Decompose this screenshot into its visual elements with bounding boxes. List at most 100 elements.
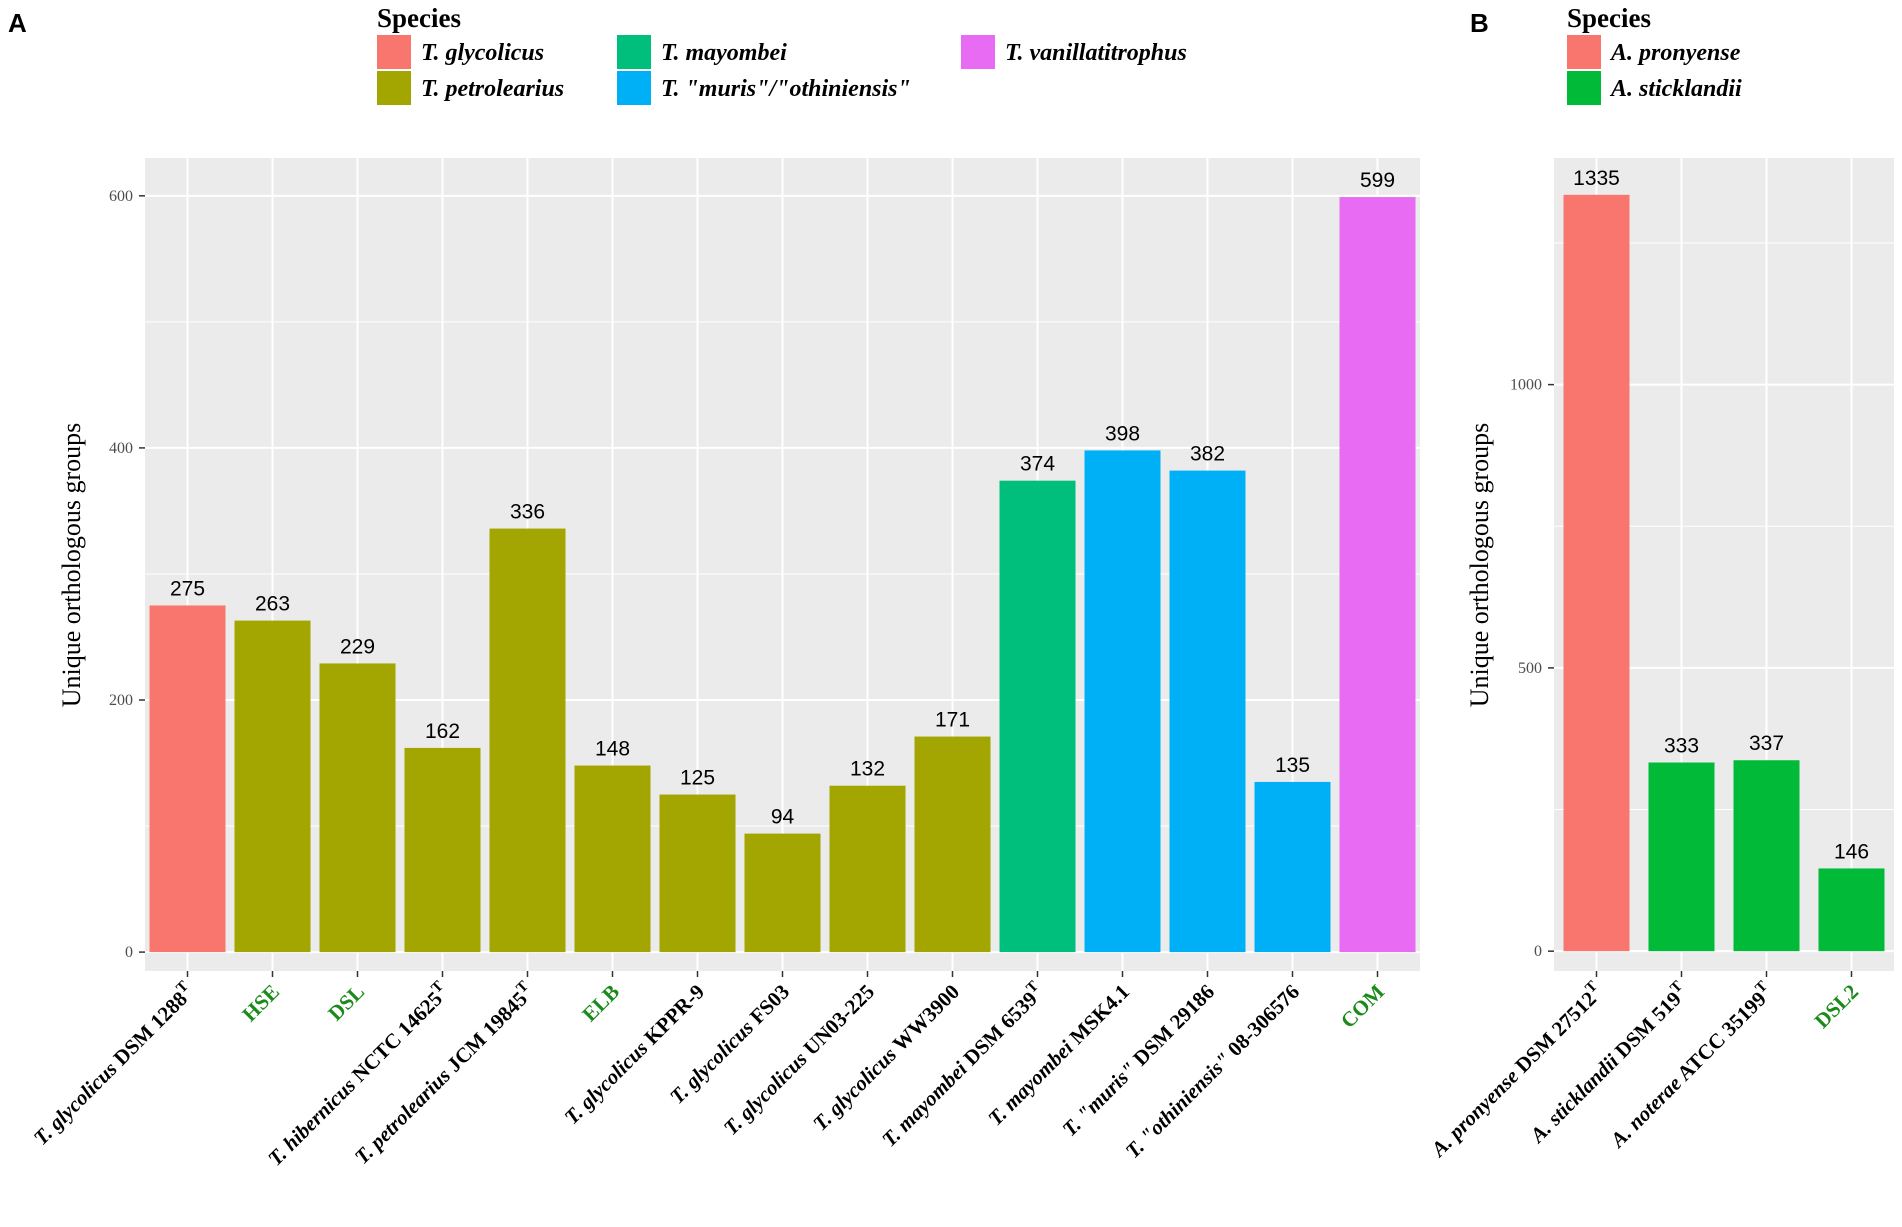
bar-value-label: 162: [425, 720, 460, 743]
legend-title-b: Species: [1567, 3, 1651, 33]
bar-value-label: 333: [1664, 735, 1699, 758]
bar-value-label: 146: [1834, 840, 1869, 863]
bar-value-label: 94: [771, 806, 795, 829]
x-axis-a: T. glycolicus DSM 1288T HSE DSL T. hibernic…: [27, 971, 1389, 1171]
bar: [1733, 760, 1800, 952]
panel-b: B Species A. pronyense A. sticklandii 133…: [1425, 3, 1894, 1163]
x-tick-label-part: T. mayombei: [877, 1057, 972, 1152]
x-tick-label-part: T. glycolicus: [719, 1047, 812, 1140]
legend-swatch: [617, 71, 651, 105]
bar: [744, 833, 821, 953]
bar: [659, 794, 736, 953]
x-tick-label: HSE: [237, 980, 284, 1027]
y-tick-label: 0: [1534, 943, 1542, 960]
bar-value-label: 263: [255, 593, 290, 616]
bar-value-label: 229: [340, 635, 375, 658]
legend-label: T. mayombei: [661, 40, 787, 66]
x-tick-label-part: A. noterae: [1604, 1071, 1686, 1153]
y-tick-label: 1000: [1510, 377, 1542, 394]
bar-value-label: 374: [1020, 453, 1055, 476]
x-tick-label-part: T. glycolicus: [29, 1057, 122, 1150]
bar-value-label: 148: [595, 738, 630, 761]
bar: [234, 620, 311, 953]
y-axis-label-a: Unique orthologous groups: [57, 423, 86, 708]
x-tick-label-part: MSK4.1: [1061, 980, 1134, 1053]
x-tick-label-part: KPPR-9: [636, 980, 709, 1053]
legend-label: T. petrolearius: [421, 76, 564, 102]
panel-tag-a: A: [8, 8, 27, 38]
x-tick-label-part: DSM 27512: [1506, 987, 1601, 1082]
x-tick-label-part: WW3900: [884, 980, 964, 1060]
x-tick-label: T. glycolicus WW3900: [808, 980, 964, 1136]
y-tick-label: 500: [1518, 660, 1542, 677]
x-tick-label-part: DSM 6539: [955, 987, 1042, 1074]
bar-value-label: 171: [935, 709, 970, 732]
x-tick-label: T. glycolicus KPPR-9: [559, 980, 709, 1130]
x-tick-label-part: T. "muris": [1057, 1057, 1141, 1141]
x-tick-label: COM: [1336, 979, 1389, 1032]
bar: [1648, 762, 1715, 952]
bar-value-label: 1335: [1573, 167, 1620, 190]
bar-value-label: 337: [1749, 732, 1784, 755]
legend-label: T. "muris"/"othiniensis": [661, 76, 911, 102]
x-tick-label-part: DSM 29186: [1125, 980, 1220, 1075]
y-axis-label-b: Unique orthologous groups: [1465, 423, 1494, 708]
x-tick-label-part: DSL: [323, 980, 369, 1026]
x-tick-label-part: DSM 1288: [105, 987, 192, 1074]
bar-value-label: 398: [1105, 422, 1140, 445]
y-tick-label: 0: [125, 944, 133, 961]
legend-label: A. pronyense: [1609, 40, 1741, 66]
panel-tag-b: B: [1470, 8, 1489, 38]
legend-a: Species T. glycolicus T. petrolearius T. m…: [377, 3, 1187, 105]
y-tick-label: 200: [109, 692, 133, 709]
legend-swatch: [1567, 35, 1601, 69]
x-tick-label: A. sticklandii DSM 519T: [1523, 978, 1693, 1148]
legend-swatch: [961, 35, 995, 69]
bar: [999, 480, 1076, 953]
bar: [1169, 470, 1246, 953]
x-tick-label-part: COM: [1336, 979, 1389, 1032]
x-tick-label-part: T. glycolicus: [808, 1042, 901, 1135]
x-tick-label-part: T. glycolicus: [665, 1015, 758, 1108]
legend-swatch: [1567, 71, 1601, 105]
x-tick-label-part: FS03: [741, 980, 794, 1033]
bar-value-label: 135: [1275, 754, 1310, 777]
x-tick-label-part: UN03-225: [795, 980, 879, 1064]
bar: [1563, 194, 1630, 952]
bar: [829, 785, 906, 953]
legend-label: T. vanillatitrophus: [1005, 40, 1187, 66]
x-tick-label: T. mayombei DSM 6539T: [876, 978, 1049, 1151]
legend-swatch: [377, 71, 411, 105]
x-tick-label-part: T. glycolicus: [559, 1036, 652, 1129]
panel-a: A Species T. glycolicus T. petrolearius T.…: [8, 3, 1420, 1171]
legend-title-a: Species: [377, 3, 461, 33]
bar: [404, 747, 481, 953]
y-tick-label: 600: [109, 188, 133, 205]
bar: [1339, 197, 1416, 953]
legend-label: T. glycolicus: [421, 40, 544, 66]
x-tick-label-part: 08-306576: [1219, 980, 1304, 1065]
legend-swatch: [377, 35, 411, 69]
x-tick-label-part: T. hibernicus: [263, 1073, 360, 1170]
x-tick-label: A. noterae ATCC 35199T: [1603, 978, 1778, 1153]
x-tick-label-part: ELB: [577, 980, 624, 1027]
bar-value-label: 275: [170, 577, 205, 600]
bar-value-label: 599: [1360, 169, 1395, 192]
bar: [1254, 781, 1331, 953]
legend-swatch: [617, 35, 651, 69]
x-tick-label: T. glycolicus UN03-225: [719, 980, 879, 1140]
bar-value-label: 336: [510, 501, 545, 524]
bar: [1084, 450, 1161, 953]
x-tick-label: ELB: [577, 980, 624, 1027]
x-tick-label-part: A. pronyense: [1425, 1064, 1523, 1162]
legend-label: A. sticklandii: [1609, 76, 1742, 102]
x-tick-label: T. glycolicus DSM 1288T: [27, 978, 199, 1150]
bar-value-label: 382: [1190, 443, 1225, 466]
x-tick-label-part: ATCC 35199: [1669, 987, 1771, 1089]
bars-a: 275 263 229 162 336 148 125 94 132 171 374 398 382 13…: [149, 169, 1416, 953]
x-tick-label: DSL: [323, 980, 369, 1026]
x-tick-label-part: JCM 19845: [438, 987, 532, 1081]
x-tick-label: T. "othiniensis" 08-306576: [1121, 980, 1305, 1164]
bar-value-label: 132: [850, 758, 885, 781]
